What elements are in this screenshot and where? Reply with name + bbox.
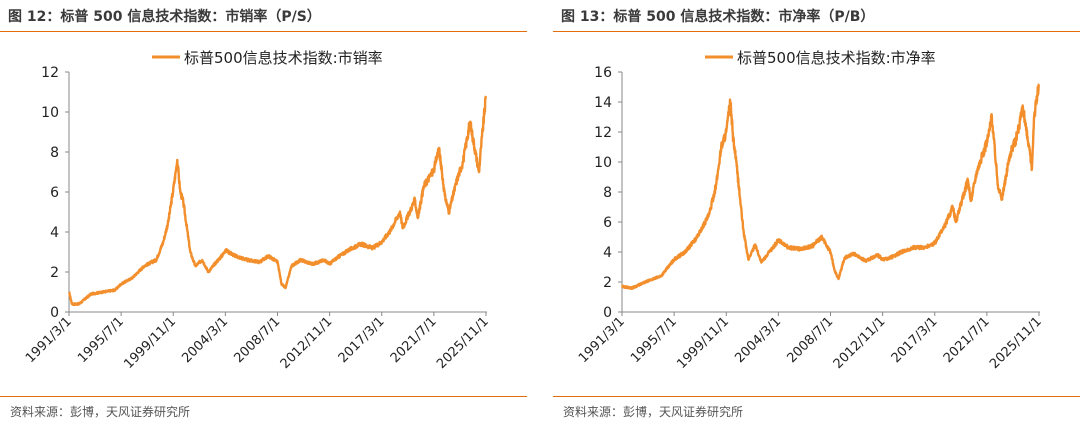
x-tick-label: 1991/3/1 bbox=[23, 314, 75, 366]
y-tick-label: 0 bbox=[603, 305, 612, 321]
x-tick-label: 1995/7/1 bbox=[75, 314, 127, 366]
x-tick-label: 2017/3/1 bbox=[889, 314, 941, 366]
x-tick-label: 2004/3/1 bbox=[179, 314, 231, 366]
x-tick-label: 2021/7/1 bbox=[941, 314, 993, 366]
pb-chart: 标普500信息技术指数:市净率 0 2 4 6 8 10 12 14 16 1991/3/1 1995… bbox=[576, 49, 1045, 372]
y-tick-label: 4 bbox=[603, 245, 612, 261]
x-tick-label: 2017/3/1 bbox=[336, 314, 388, 366]
y-tick-label: 12 bbox=[41, 65, 59, 81]
x-tick-label: 2008/7/1 bbox=[784, 314, 836, 366]
x-tick-label: 2008/7/1 bbox=[231, 314, 283, 366]
chart-panel-ps: 图 12：标普 500 信息技术指数：市销率（P/S） 标普500信息技术指数:… bbox=[0, 0, 527, 431]
source-note: 资料来源：彭博，天风证券研究所 bbox=[563, 405, 744, 419]
x-tick-label: 1995/7/1 bbox=[628, 314, 680, 366]
x-tick-label: 2025/11/1 bbox=[987, 314, 1045, 372]
chart-panel-pb: 图 13：标普 500 信息技术指数：市净率（P/B） 标普500信息技术指数:… bbox=[553, 0, 1080, 431]
title-rule bbox=[553, 31, 1080, 32]
x-tick-label: 2012/11/1 bbox=[278, 314, 336, 372]
x-tick-label: 1999/11/1 bbox=[121, 314, 179, 372]
x-tick-label: 1999/11/1 bbox=[674, 314, 732, 372]
series-line bbox=[68, 95, 488, 307]
x-tick-label: 2004/3/1 bbox=[732, 314, 784, 366]
y-tick-label: 2 bbox=[50, 265, 59, 281]
y-tick-label: 8 bbox=[603, 185, 612, 201]
source-rule bbox=[0, 396, 527, 397]
y-tick-label: 6 bbox=[603, 215, 612, 231]
x-tick-label: 2012/11/1 bbox=[831, 314, 889, 372]
x-tick-label: 1991/3/1 bbox=[576, 314, 628, 366]
x-tick-label: 2025/11/1 bbox=[434, 314, 492, 372]
y-tick-label: 8 bbox=[50, 145, 59, 161]
title-rule bbox=[0, 31, 527, 32]
ps-chart: 标普500信息技术指数:市销率 0 2 4 6 8 10 12 1991/3/1 1995/7/1… bbox=[23, 49, 492, 372]
y-tick-label: 4 bbox=[50, 225, 59, 241]
legend-label: 标普500信息技术指数:市净率 bbox=[737, 49, 936, 67]
source-rule bbox=[553, 396, 1080, 397]
y-tick-label: 10 bbox=[41, 105, 59, 121]
y-tick-label: 16 bbox=[594, 65, 612, 81]
legend-label: 标普500信息技术指数:市销率 bbox=[184, 49, 383, 67]
y-tick-label: 12 bbox=[594, 125, 612, 141]
y-tick-label: 14 bbox=[594, 95, 612, 111]
y-tick-label: 10 bbox=[594, 155, 612, 171]
y-tick-label: 0 bbox=[50, 305, 59, 321]
source-note: 资料来源：彭博，天风证券研究所 bbox=[10, 405, 191, 419]
y-tick-label: 6 bbox=[50, 185, 59, 201]
x-tick-label: 2021/7/1 bbox=[388, 314, 440, 366]
figure-title: 图 13：标普 500 信息技术指数：市净率（P/B） bbox=[561, 9, 875, 25]
figure-title: 图 12：标普 500 信息技术指数：市销率（P/S） bbox=[8, 9, 321, 25]
series-line bbox=[621, 83, 1040, 291]
y-tick-label: 2 bbox=[603, 275, 612, 291]
